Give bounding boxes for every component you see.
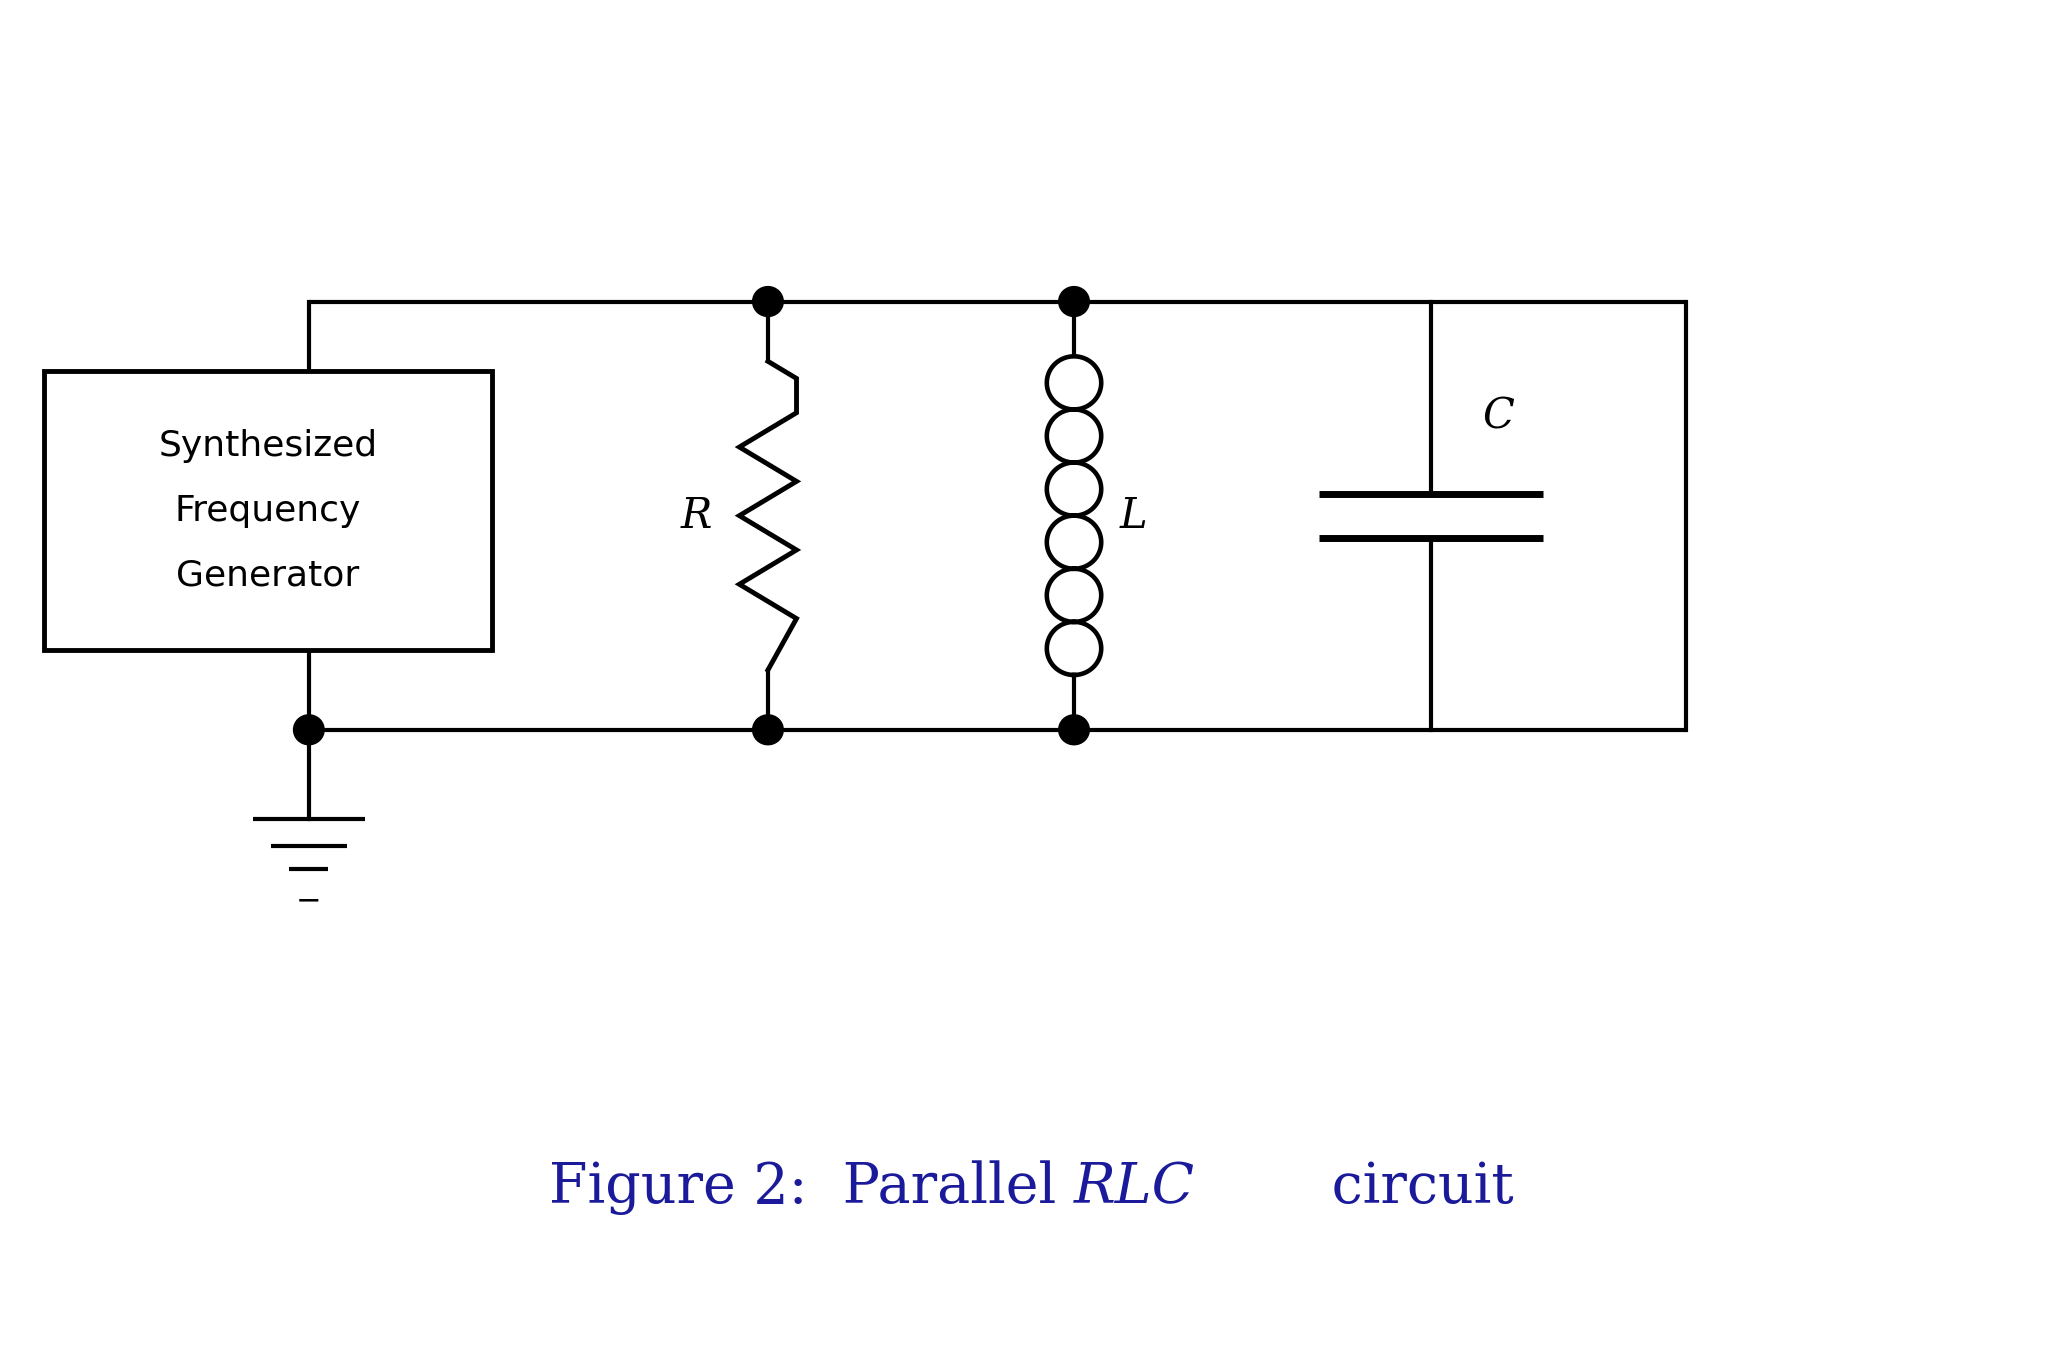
Circle shape <box>1058 716 1088 745</box>
Circle shape <box>753 286 784 316</box>
Text: R: R <box>681 494 712 537</box>
Text: Figure 2:  Parallel: Figure 2: Parallel <box>548 1161 1074 1215</box>
Text: Synthesized: Synthesized <box>158 429 379 463</box>
Circle shape <box>1058 286 1088 316</box>
Circle shape <box>753 716 784 745</box>
Text: circuit: circuit <box>1314 1161 1514 1215</box>
Text: L: L <box>1119 494 1148 537</box>
FancyBboxPatch shape <box>43 371 493 651</box>
Text: Generator: Generator <box>176 559 360 593</box>
Text: RLC: RLC <box>1074 1161 1195 1215</box>
Text: −: − <box>297 887 321 915</box>
Text: C: C <box>1481 396 1514 437</box>
Text: Frequency: Frequency <box>174 494 362 528</box>
Circle shape <box>293 716 323 745</box>
